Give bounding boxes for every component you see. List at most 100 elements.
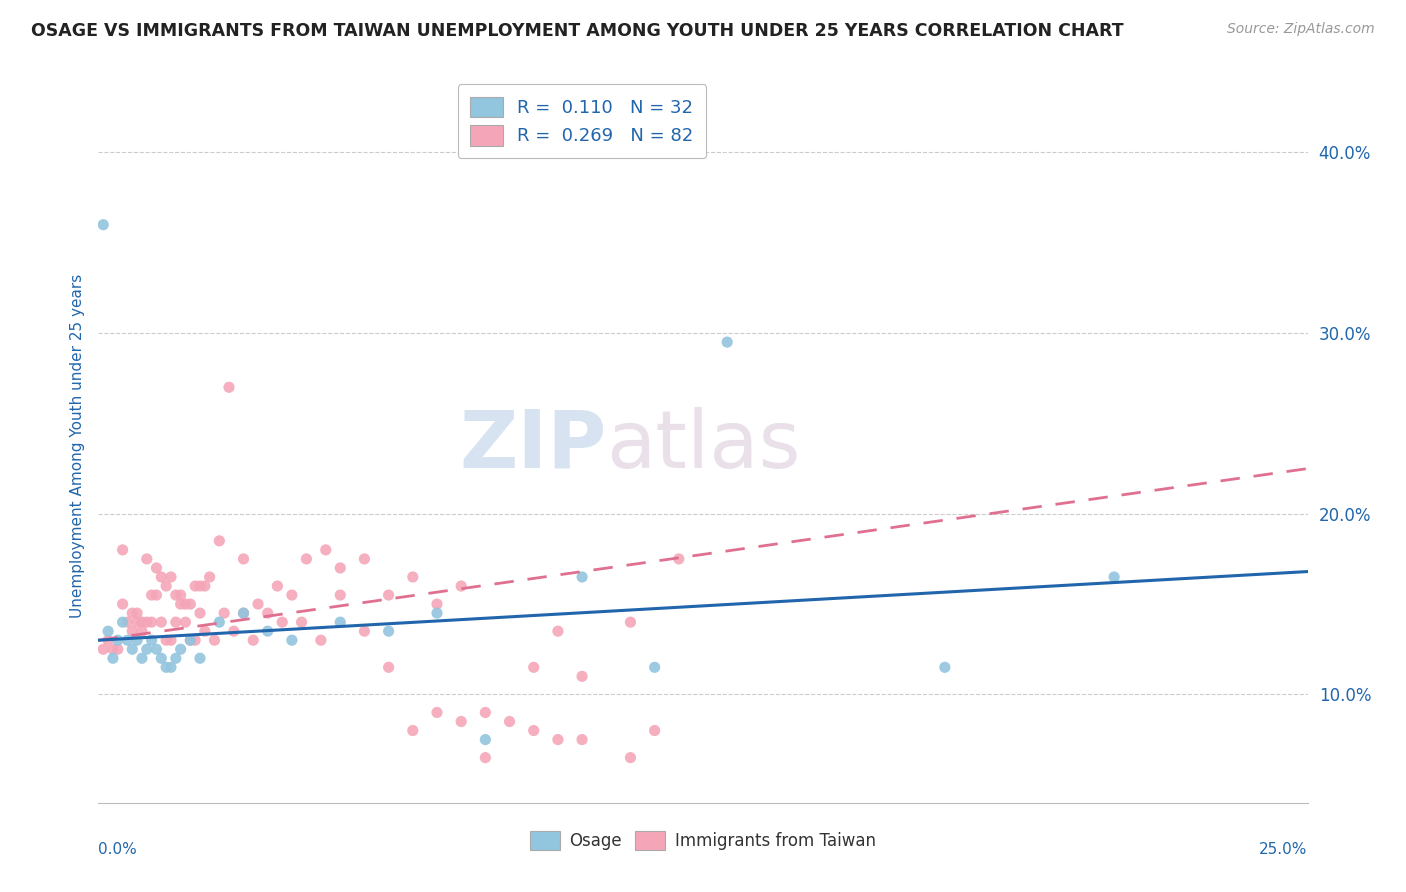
Point bbox=[165, 651, 187, 665]
Point bbox=[668, 552, 690, 566]
Point bbox=[242, 633, 264, 648]
Text: Source: ZipAtlas.com: Source: ZipAtlas.com bbox=[1227, 22, 1375, 37]
Point bbox=[934, 660, 956, 674]
Point bbox=[141, 588, 163, 602]
Point bbox=[523, 723, 546, 738]
Point bbox=[232, 552, 254, 566]
Point bbox=[117, 633, 139, 648]
Point bbox=[523, 660, 546, 674]
Text: ZIP: ZIP bbox=[458, 407, 606, 485]
Point bbox=[184, 633, 207, 648]
Point bbox=[315, 542, 337, 557]
Point bbox=[426, 706, 449, 720]
Point bbox=[131, 651, 153, 665]
Point bbox=[121, 606, 143, 620]
Point bbox=[329, 615, 352, 629]
Point bbox=[281, 588, 304, 602]
Point bbox=[208, 615, 231, 629]
Point bbox=[194, 579, 217, 593]
Point bbox=[377, 588, 399, 602]
Point bbox=[571, 570, 593, 584]
Point bbox=[619, 750, 641, 764]
Point bbox=[150, 615, 173, 629]
Point bbox=[155, 579, 177, 593]
Point bbox=[174, 615, 197, 629]
Point bbox=[474, 706, 496, 720]
Point bbox=[547, 732, 569, 747]
Legend: Osage, Immigrants from Taiwan: Osage, Immigrants from Taiwan bbox=[522, 822, 884, 859]
Point bbox=[377, 624, 399, 639]
Point bbox=[155, 633, 177, 648]
Point bbox=[218, 380, 240, 394]
Point bbox=[212, 606, 235, 620]
Point bbox=[127, 615, 149, 629]
Point bbox=[402, 723, 425, 738]
Point bbox=[179, 597, 201, 611]
Point bbox=[402, 570, 425, 584]
Point bbox=[111, 615, 134, 629]
Point bbox=[188, 606, 211, 620]
Point bbox=[107, 633, 129, 648]
Point bbox=[188, 579, 211, 593]
Point bbox=[498, 714, 520, 729]
Point bbox=[150, 570, 173, 584]
Point bbox=[450, 714, 472, 729]
Point bbox=[165, 615, 187, 629]
Point bbox=[97, 633, 120, 648]
Point bbox=[644, 660, 666, 674]
Point bbox=[426, 606, 449, 620]
Point bbox=[121, 624, 143, 639]
Point bbox=[150, 651, 173, 665]
Point bbox=[329, 561, 352, 575]
Point bbox=[377, 660, 399, 674]
Point bbox=[295, 552, 318, 566]
Point bbox=[117, 615, 139, 629]
Point bbox=[474, 732, 496, 747]
Point bbox=[135, 552, 157, 566]
Point bbox=[222, 624, 245, 639]
Point bbox=[127, 633, 149, 648]
Y-axis label: Unemployment Among Youth under 25 years: Unemployment Among Youth under 25 years bbox=[69, 274, 84, 618]
Point bbox=[266, 579, 288, 593]
Point bbox=[204, 633, 226, 648]
Point bbox=[353, 552, 375, 566]
Point bbox=[160, 633, 183, 648]
Point bbox=[179, 633, 201, 648]
Text: 0.0%: 0.0% bbox=[98, 842, 138, 856]
Point bbox=[101, 651, 124, 665]
Point bbox=[353, 624, 375, 639]
Point bbox=[450, 579, 472, 593]
Point bbox=[474, 750, 496, 764]
Point bbox=[169, 588, 191, 602]
Point bbox=[169, 597, 191, 611]
Point bbox=[281, 633, 304, 648]
Point bbox=[169, 642, 191, 657]
Point bbox=[198, 570, 221, 584]
Point bbox=[131, 615, 153, 629]
Point bbox=[426, 597, 449, 611]
Point bbox=[256, 624, 278, 639]
Point bbox=[155, 660, 177, 674]
Point bbox=[160, 570, 183, 584]
Point bbox=[232, 606, 254, 620]
Point bbox=[127, 606, 149, 620]
Point bbox=[91, 218, 114, 232]
Point bbox=[91, 642, 114, 657]
Text: atlas: atlas bbox=[606, 407, 800, 485]
Point bbox=[111, 542, 134, 557]
Point bbox=[247, 597, 270, 611]
Point bbox=[121, 642, 143, 657]
Point bbox=[145, 588, 167, 602]
Point bbox=[141, 615, 163, 629]
Point bbox=[571, 669, 593, 683]
Point bbox=[644, 723, 666, 738]
Point bbox=[131, 624, 153, 639]
Point bbox=[160, 660, 183, 674]
Point bbox=[184, 579, 207, 593]
Point bbox=[145, 642, 167, 657]
Point bbox=[716, 335, 738, 350]
Point bbox=[188, 651, 211, 665]
Point bbox=[256, 606, 278, 620]
Point bbox=[101, 642, 124, 657]
Point bbox=[194, 624, 217, 639]
